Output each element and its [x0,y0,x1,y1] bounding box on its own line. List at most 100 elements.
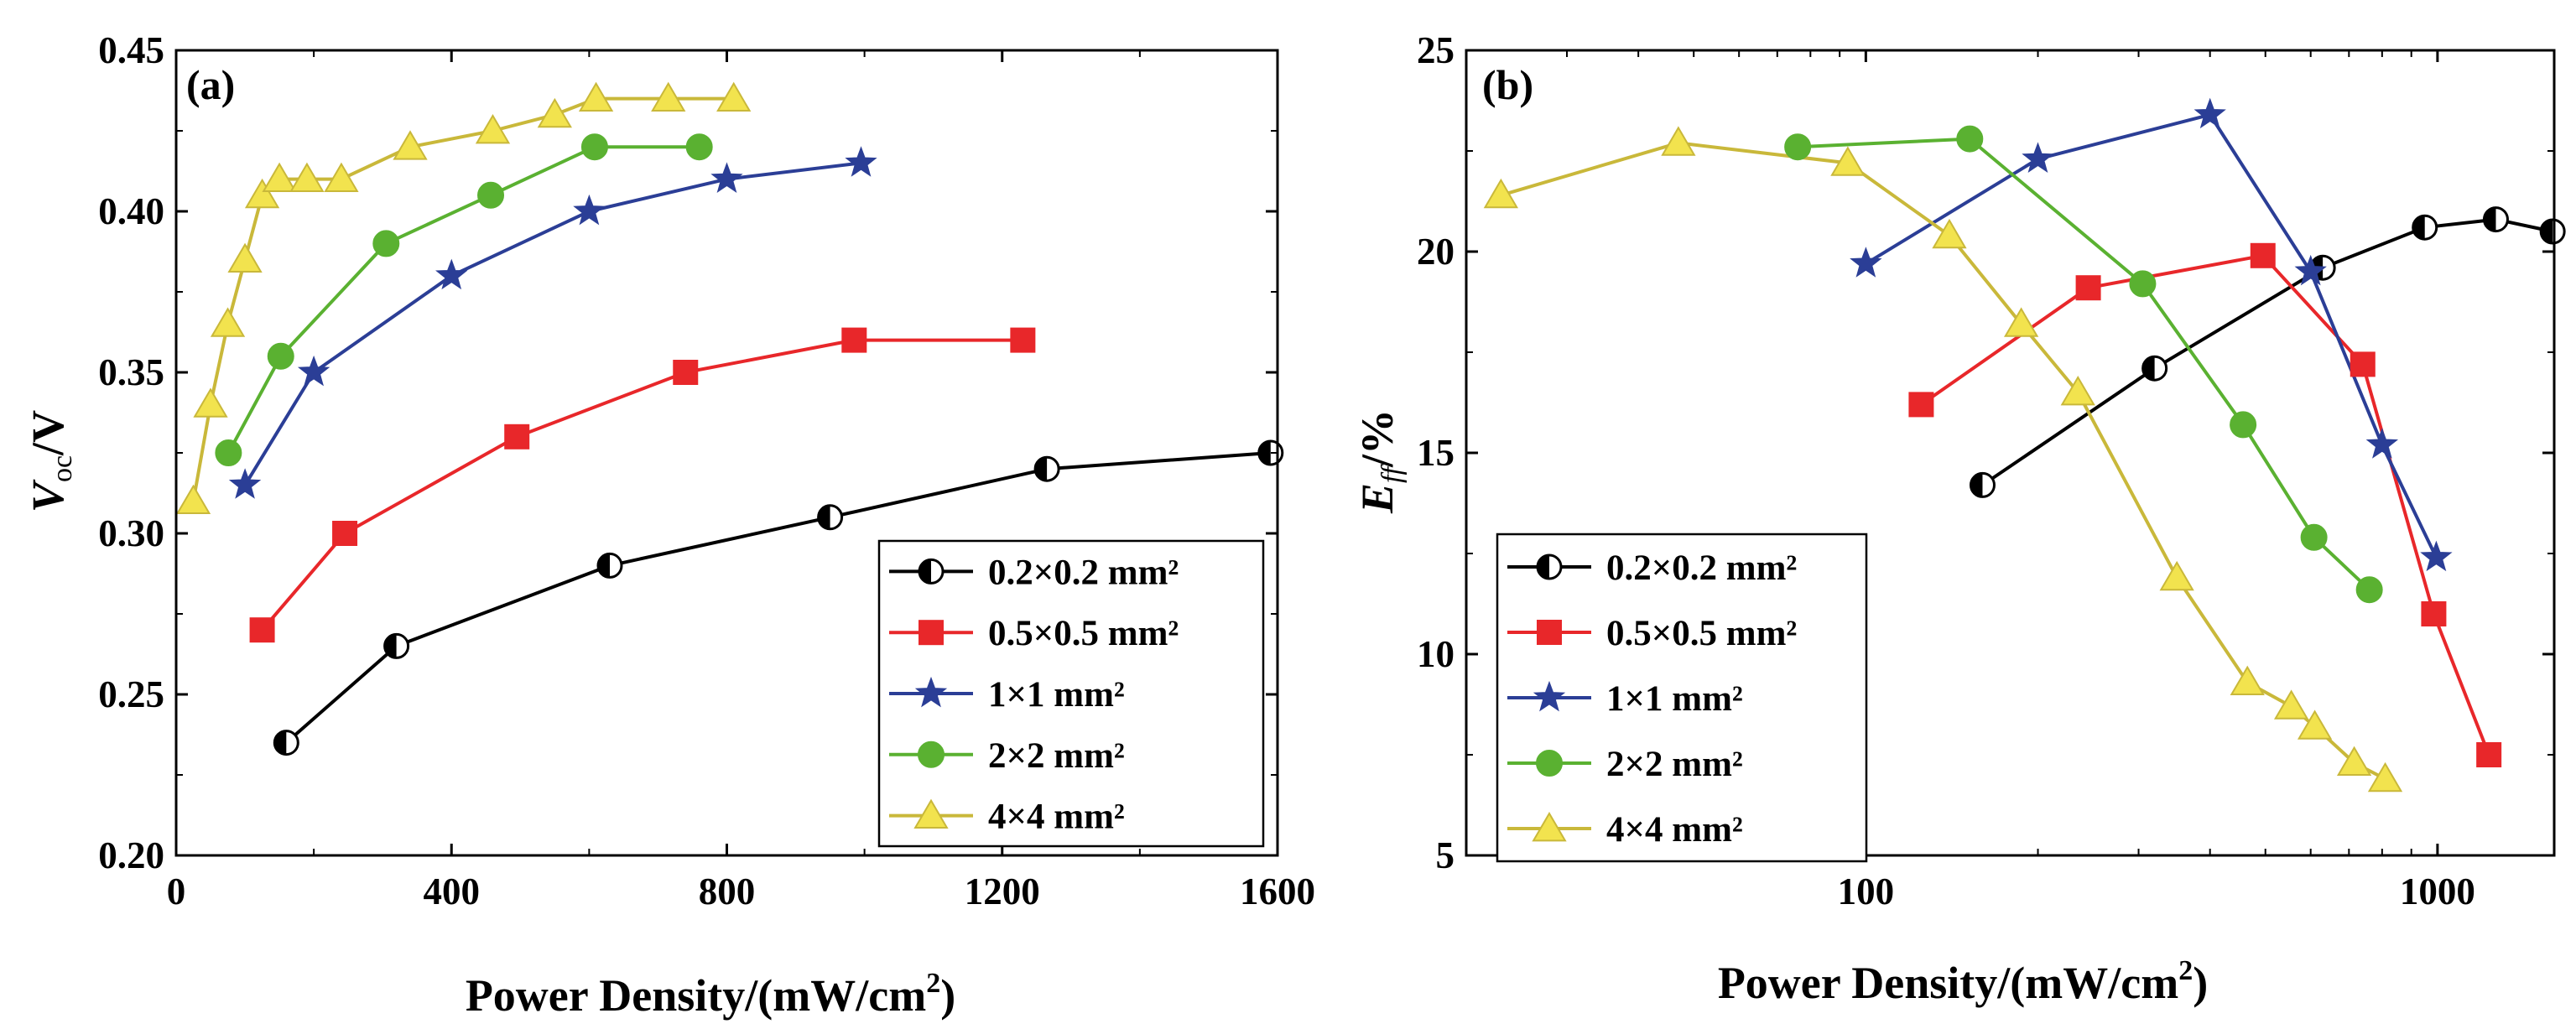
y-tick-label: 5 [1436,834,1455,876]
y-tick-label: 0.20 [98,834,164,876]
legend-star-marker [1533,680,1566,712]
data-point-square-marker [2250,242,2276,268]
data-point-triangle-marker [1932,218,1967,249]
y-axis-title-a: Voc/V [23,410,78,512]
data-point-star-marker [435,258,468,290]
data-point-triangle-marker [262,162,297,192]
y-tick-label: 0.25 [98,673,164,715]
data-point-circle-marker [2355,576,2383,604]
legend-triangle-marker [1532,812,1567,842]
legend-label: 0.2×0.2 mm² [1606,548,1797,588]
data-point-circle-marker [2129,270,2157,298]
data-point-circle-marker [477,181,505,209]
data-point-star-marker [573,194,606,226]
data-point-star-marker [2294,254,2327,286]
data-point-halfcircle-marker [596,552,623,579]
data-point-triangle-marker [2273,689,2309,720]
data-point-triangle-marker [289,162,325,192]
data-point-circle-marker [1956,125,1984,153]
data-point-triangle-marker [716,81,752,112]
data-point-star-marker [2420,540,2453,572]
data-point-triangle-marker [2297,709,2333,740]
data-point-triangle-marker [2159,560,2194,591]
series-line-3 [243,161,861,486]
data-point-square-marker [2075,275,2101,301]
legend-label: 1×1 mm² [1606,679,1743,719]
data-point-triangle-marker [227,242,263,273]
data-point-square-marker [841,327,867,353]
series-line-3 [1865,112,2438,559]
data-point-halfcircle-marker [1257,439,1284,466]
legend-b: 0.2×0.2 mm² 0.5×0.5 mm² 1×1 mm² 2×2 mm² 4×4 … [1496,533,1868,863]
legend-label: 1×1 mm² [988,675,1125,715]
x-tick-label: 0 [167,870,186,912]
y-tick-label: 20 [1417,231,1455,273]
data-point-halfcircle-marker [2539,218,2566,245]
data-point-triangle-marker [1830,146,1866,176]
y-tick-label: 0.35 [98,351,164,393]
data-point-triangle-marker [193,387,228,418]
data-point-star-marker [2022,142,2054,173]
legend-square-marker [919,620,944,646]
data-point-halfcircle-marker [273,730,299,756]
data-point-star-marker [2365,428,2399,459]
data-point-triangle-marker [244,178,280,209]
chart-panel-a: 0.200.250.300.350.400.450 400 800 1200 1600 … [23,29,1315,1021]
legend-label: 0.5×0.5 mm² [1606,614,1797,653]
legend-label: 4×4 mm² [1606,810,1743,850]
x-axis-title-a: Power Density/(mW/cm2) [466,968,955,1021]
series-line-1 [284,451,1271,745]
data-point-triangle-marker [2336,746,2372,776]
data-point-triangle-marker [475,114,511,144]
data-point-halfcircle-marker [1033,455,1060,482]
data-point-star-marker [2194,97,2226,129]
data-point-triangle-marker [324,162,359,192]
data-point-star-marker [845,146,877,177]
data-point-triangle-marker [1661,126,1696,156]
data-point-triangle-marker [2060,376,2095,406]
data-point-circle-marker [372,230,400,257]
chart-panel-b: 5 10 15 20 25 100 1000 (b) Power Density/(mW/c… [1352,29,2566,1008]
data-point-square-marker [2421,601,2447,626]
legend-a: 0.2×0.2 mm² 0.5×0.5 mm² 1×1 mm² 2×2 mm² 4×4 … [877,539,1265,848]
data-point-square-marker [249,617,275,643]
data-point-square-marker [332,521,358,546]
y-axis-title-b: Eff/% [1352,409,1408,514]
y-tick-label: 0.45 [98,29,164,71]
legend-triangle-marker [913,798,949,829]
data-point-halfcircle-marker [2482,206,2509,233]
x-tick-label: 1200 [965,870,1040,912]
data-point-triangle-marker [651,81,686,112]
data-point-circle-marker [1784,133,1812,161]
x-tick-label: 400 [424,870,481,912]
data-point-circle-marker [580,133,608,161]
legend-circle-marker [1536,750,1563,777]
data-point-halfcircle-marker [383,632,410,659]
panel-label-b: (b) [1482,61,1533,108]
legend-label: 0.5×0.5 mm² [988,614,1179,653]
legend-label: 4×4 mm² [988,798,1125,837]
data-point-triangle-marker [210,307,246,337]
data-point-star-marker [1850,247,1882,278]
x-tick-label: 1000 [2400,870,2475,912]
data-point-halfcircle-marker [1969,471,1996,498]
data-point-square-marker [2476,742,2502,767]
series-line-2 [1920,253,2491,756]
series-line-4 [226,145,700,454]
y-tick-label: 0.30 [98,512,164,554]
data-point-triangle-marker [393,130,428,160]
x-tick-label: 1600 [1240,870,1315,912]
x-axis-title-b: Power Density/(mW/cm2) [1718,955,2208,1008]
legend-circle-marker [918,741,945,768]
y-tick-label: 15 [1417,432,1455,474]
data-point-triangle-marker [537,97,572,128]
x-tick-label: 100 [1838,870,1895,912]
data-point-circle-marker [267,342,294,370]
legend-halfcircle-marker [918,558,945,585]
series-line-2 [261,338,1023,631]
data-point-triangle-marker [1483,178,1519,209]
series-line-4 [1798,137,2371,591]
data-point-halfcircle-marker [2412,214,2438,241]
data-point-star-marker [710,162,743,193]
